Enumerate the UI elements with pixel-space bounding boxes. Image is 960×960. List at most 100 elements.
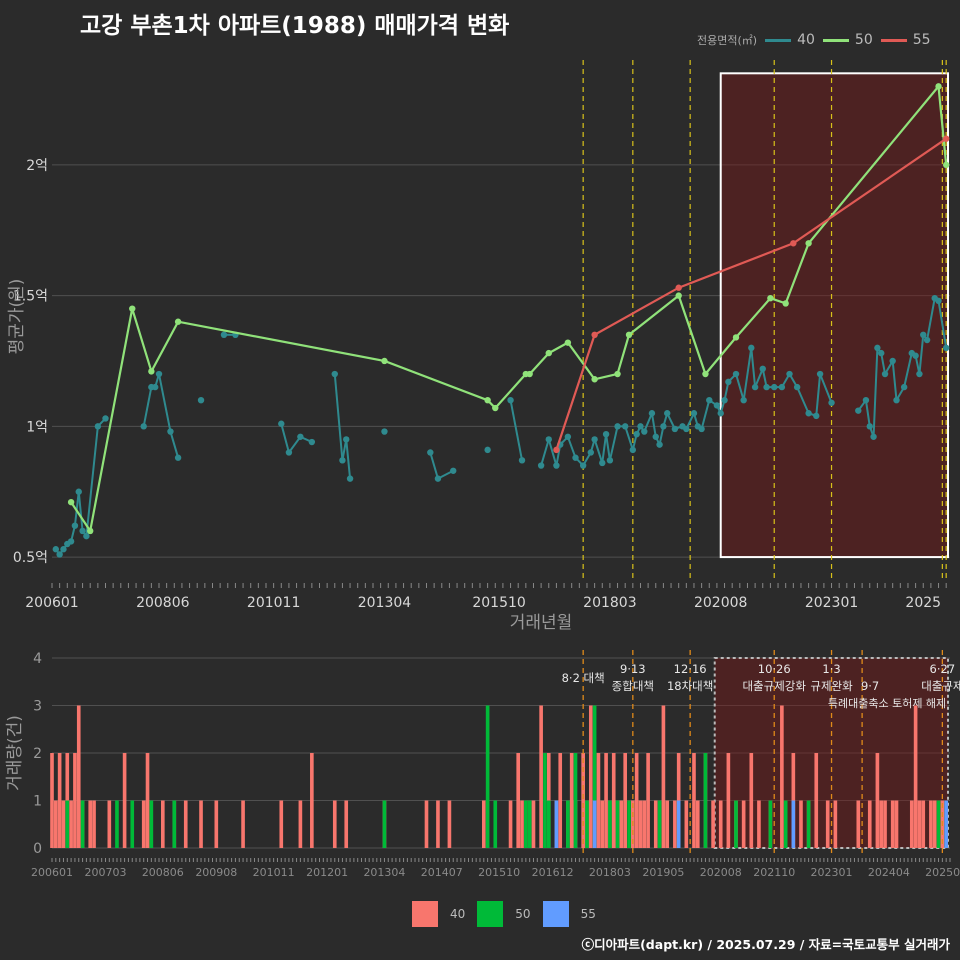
price-y-tick-label: 1.5억 (13, 289, 48, 305)
volume-x-tick-label: 202110 (753, 866, 795, 879)
policy-label-name: 종합대책 (612, 679, 654, 693)
series-40-point (331, 370, 338, 378)
volume-bar-55 (791, 800, 796, 848)
series-40-point (60, 546, 67, 553)
volume-bar-40 (875, 753, 880, 848)
volume-chart: 0 1 2 3 4 200601 200703 200806 200908 201011 20120… (5, 650, 960, 879)
series-40-point (151, 383, 159, 391)
policy-label-name: 대출규제 (921, 679, 960, 693)
legend-title: 전용면적(㎡) (697, 34, 758, 47)
series-40-segment (903, 352, 913, 388)
price-y-axis-label: 평균가(원) (7, 279, 27, 355)
legend-item-55[interactable]: 55 (880, 32, 931, 48)
series-40-point (664, 410, 671, 417)
series-50-point (484, 396, 491, 404)
series-40-segment (158, 373, 172, 432)
series-40-segment (872, 347, 879, 437)
price-x-tick-label: 201510 (472, 595, 525, 611)
series-40-segment (918, 334, 925, 375)
volume-bar-40 (539, 705, 543, 848)
volume-x-tick-label: 201407 (421, 866, 463, 879)
volume-bar-40 (638, 800, 643, 848)
series-40-point (717, 410, 724, 417)
volume-bar-50 (592, 705, 597, 848)
series-40-point (881, 370, 889, 378)
series-40-point (778, 383, 786, 391)
volume-bar-40 (424, 800, 429, 848)
volume-legend-item-55[interactable]: 55 (542, 901, 596, 927)
volume-bar-40 (141, 800, 146, 848)
series-50-point (625, 331, 633, 339)
volume-legend-label-55: 55 (580, 907, 596, 921)
volume-bar-40 (298, 800, 303, 848)
volume-bar-40 (879, 800, 884, 848)
series-40-point (75, 488, 82, 495)
volume-bar-40 (581, 753, 585, 848)
volume-bar-50 (936, 800, 941, 848)
series-40-point (763, 383, 770, 391)
volume-bar-40 (692, 753, 696, 848)
volume-bar-40 (54, 800, 58, 848)
series-40-segment (819, 373, 833, 404)
series-40-point (648, 410, 656, 417)
volume-bar-50 (524, 800, 528, 848)
volume-legend-swatch-55 (542, 901, 569, 927)
series-40-point (660, 423, 667, 430)
series-40-point (545, 436, 552, 443)
series-40-point (828, 399, 835, 406)
volume-y-tick-label: 4 (33, 651, 42, 667)
legend-swatch-55 (880, 38, 907, 42)
series-40-segment (555, 444, 562, 466)
volume-bar-40 (757, 800, 761, 848)
volume-bar-40 (741, 800, 746, 848)
volume-bar-40 (646, 753, 650, 848)
series-40-point (56, 551, 63, 558)
series-40-segment (742, 347, 753, 401)
series-50-point (732, 334, 740, 341)
volume-bar-40 (611, 753, 616, 848)
volume-bar-40 (661, 705, 666, 848)
series-40-point (484, 446, 491, 454)
series-40-point (813, 412, 820, 420)
series-40-point (553, 462, 560, 469)
series-40-point (725, 378, 732, 386)
highlight-box (719, 72, 949, 559)
volume-bar-40 (695, 800, 700, 848)
series-50-point (942, 161, 950, 169)
volume-bar-50 (657, 800, 662, 848)
volume-x-tick-label: 200908 (195, 866, 237, 879)
policy-extra-label: 특례대출축소 토허제 해제 (828, 696, 946, 710)
policy-label-date: 10·26 (758, 662, 791, 676)
series-40-point (690, 410, 698, 417)
volume-bar-40 (718, 800, 723, 848)
series-50-point (174, 318, 182, 325)
series-50-point (805, 240, 812, 247)
series-40-point (866, 423, 873, 430)
series-40-point (759, 365, 766, 372)
policy-label-date: 8·2 대책 (562, 671, 605, 685)
volume-legend-swatch-40 (412, 901, 438, 927)
series-40-point (507, 396, 514, 404)
volume-legend-item-40[interactable]: 40 (412, 901, 465, 927)
legend-item-50[interactable]: 50 (822, 32, 873, 48)
policy-label-name: 9·7 (861, 679, 879, 693)
volume-bar-40 (69, 800, 73, 848)
series-40-point (537, 462, 545, 469)
series-40-segment (605, 434, 611, 461)
volume-bar-50 (80, 800, 85, 848)
volume-bar-55 (592, 800, 597, 848)
volume-bar-40 (726, 753, 731, 848)
series-40-segment (880, 352, 887, 375)
series-40-segment (593, 439, 604, 464)
price-y-tick-label: 2억 (26, 158, 48, 174)
legend-item-40[interactable]: 40 (765, 32, 815, 48)
volume-bar-40 (642, 800, 647, 848)
series-40-segment (73, 491, 80, 526)
price-x-tick-label: 2025 (905, 595, 941, 611)
series-50-point (67, 498, 75, 506)
series-40-point (587, 449, 594, 456)
series-40-point (816, 370, 824, 378)
series-40-point (862, 396, 870, 404)
volume-legend-item-50[interactable]: 50 (477, 901, 531, 927)
volume-bar-40 (600, 800, 605, 848)
